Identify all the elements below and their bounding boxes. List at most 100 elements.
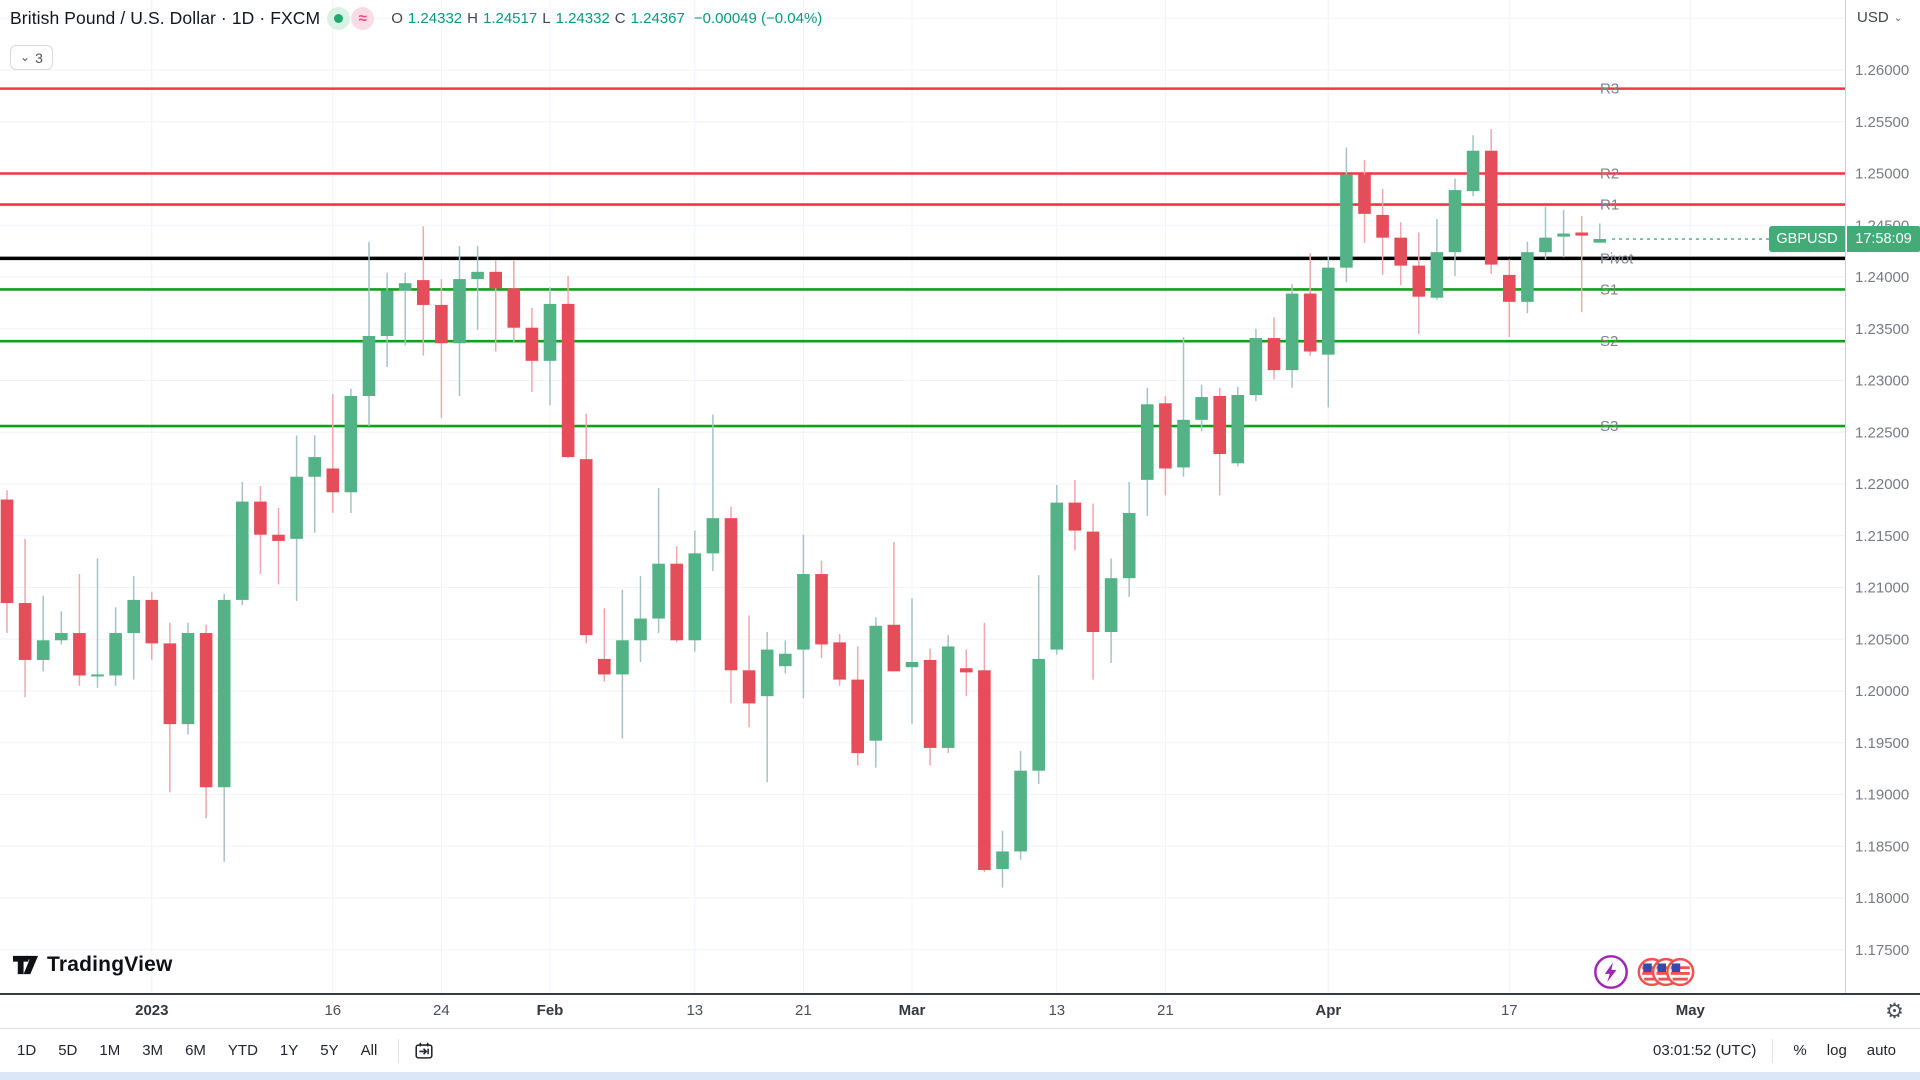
candle-body[interactable] [1213, 396, 1226, 454]
candle-body[interactable] [923, 659, 937, 748]
candle-body[interactable] [1448, 190, 1462, 253]
candle-body[interactable] [1466, 150, 1480, 192]
chart-area[interactable]: 1.260001.255001.250001.245001.240001.235… [0, 0, 1920, 993]
candle-body[interactable] [652, 563, 665, 619]
candle-body[interactable] [996, 851, 1009, 870]
candle-body[interactable] [833, 642, 846, 680]
clock-label[interactable]: 03:01:52 (UTC) [1653, 1042, 1757, 1059]
candle-body[interactable] [254, 501, 267, 535]
candle-body[interactable] [525, 327, 539, 361]
candle-body[interactable] [1032, 658, 1045, 771]
candle-body[interactable] [978, 670, 991, 871]
go-to-date-icon[interactable] [413, 1040, 435, 1062]
candle-body[interactable] [398, 283, 412, 291]
candle-body[interactable] [1014, 770, 1027, 852]
candle-body[interactable] [1159, 403, 1172, 469]
candle-body[interactable] [688, 553, 702, 641]
candle-body[interactable] [308, 457, 321, 477]
candle-body[interactable] [1557, 233, 1570, 237]
candle-body[interactable] [1231, 394, 1245, 464]
candle-body[interactable] [290, 476, 303, 539]
candle-body[interactable] [489, 271, 502, 289]
candle-body[interactable] [869, 625, 883, 741]
candle-body[interactable] [145, 599, 159, 644]
economic-calendar-flags-button[interactable] [1637, 953, 1695, 991]
candle-body[interactable] [181, 633, 195, 725]
range-5d[interactable]: 5D [58, 1042, 78, 1059]
candle-body[interactable] [797, 574, 810, 650]
candle-body[interactable] [36, 640, 50, 660]
candle-body[interactable] [199, 633, 213, 788]
candle-body[interactable] [0, 499, 14, 604]
candle-body[interactable] [163, 643, 177, 725]
candle-body[interactable] [109, 633, 122, 676]
candle-body[interactable] [127, 599, 140, 634]
candle-body[interactable] [1539, 237, 1552, 253]
candle-body[interactable] [272, 534, 285, 541]
candle-body[interactable] [851, 679, 864, 754]
candle-body[interactable] [1285, 293, 1299, 371]
time-axis[interactable]: 2023 16 24 Feb 13 21 Mar 13 21 Apr 17 May ⚙ [0, 993, 1920, 1028]
candle-body[interactable] [815, 574, 828, 645]
candle-body[interactable] [435, 304, 448, 344]
range-6m[interactable]: 6M [185, 1042, 206, 1059]
candle-body[interactable] [1086, 531, 1100, 633]
candle-body[interactable] [1340, 174, 1353, 268]
candle-body[interactable] [1267, 338, 1281, 371]
candle-body[interactable] [471, 271, 484, 280]
candle-body[interactable] [380, 290, 394, 336]
candle-body[interactable] [18, 603, 32, 660]
candle-body[interactable] [362, 335, 376, 397]
candle-body[interactable] [1322, 267, 1335, 355]
candle-body[interactable] [1412, 265, 1426, 297]
candle-body[interactable] [598, 658, 611, 675]
candle-body[interactable] [453, 279, 466, 344]
candle-body[interactable] [1376, 214, 1389, 238]
candle-body[interactable] [941, 646, 955, 748]
currency-selector[interactable]: USD ⌄ [1857, 9, 1903, 26]
candle-body[interactable] [1575, 232, 1588, 236]
candle-body[interactable] [1358, 174, 1371, 214]
candle-body[interactable] [1249, 338, 1263, 395]
candle-body[interactable] [1593, 239, 1607, 243]
candle-body[interactable] [1430, 252, 1444, 298]
candle-body[interactable] [724, 518, 738, 671]
candle-body[interactable] [561, 303, 575, 458]
candle-body[interactable] [1521, 252, 1534, 302]
candle-body[interactable] [1177, 419, 1190, 468]
price-scale[interactable]: 1.260001.255001.250001.245001.240001.235… [1855, 62, 1909, 959]
auto-scale-button[interactable]: auto [1866, 1042, 1896, 1059]
candlestick-plot[interactable]: 1.260001.255001.250001.245001.240001.235… [0, 0, 1920, 993]
candle-body[interactable] [1484, 150, 1498, 265]
candle-body[interactable] [91, 674, 104, 677]
range-5y[interactable]: 5Y [320, 1042, 339, 1059]
candle-body[interactable] [344, 396, 358, 493]
range-1d[interactable]: 1D [17, 1042, 37, 1059]
lightning-screener-button[interactable] [1592, 953, 1630, 991]
candle-body[interactable] [960, 668, 973, 673]
candle-body[interactable] [417, 280, 430, 305]
candle-body[interactable] [579, 459, 593, 636]
range-1y[interactable]: 1Y [279, 1042, 299, 1059]
candle-body[interactable] [1141, 404, 1154, 480]
range-3m[interactable]: 3M [142, 1042, 164, 1059]
range-ytd[interactable]: YTD [227, 1042, 258, 1059]
market-status-icon[interactable] [327, 7, 351, 30]
candle-body[interactable] [217, 599, 231, 788]
indicators-chip[interactable]: ⌄ 3 [10, 45, 53, 70]
gear-icon[interactable]: ⚙ [1885, 1000, 1904, 1023]
candle-body[interactable] [779, 653, 792, 667]
candle-body[interactable] [760, 649, 774, 697]
candle-body[interactable] [1394, 237, 1407, 266]
log-scale-button[interactable]: log [1826, 1042, 1847, 1059]
range-all[interactable]: All [360, 1042, 378, 1059]
candle-body[interactable] [1068, 502, 1082, 531]
delayed-data-icon[interactable]: ≈ [351, 7, 375, 30]
candle-body[interactable] [742, 670, 756, 704]
percent-scale-button[interactable]: % [1793, 1042, 1807, 1059]
candle-body[interactable] [1303, 293, 1317, 352]
candle-body[interactable] [616, 640, 629, 675]
candle-body[interactable] [236, 501, 249, 600]
tradingview-logo[interactable]: TradingView [12, 951, 173, 978]
candle-body[interactable] [507, 288, 521, 328]
